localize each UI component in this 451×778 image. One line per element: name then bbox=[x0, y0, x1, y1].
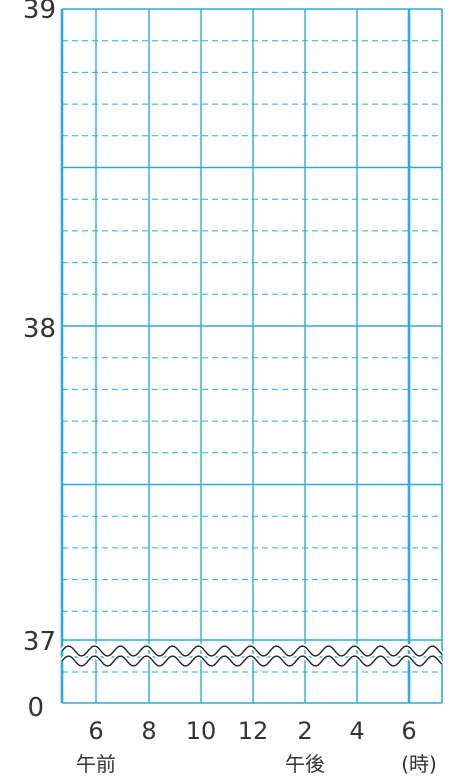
x-tick-8am: 8 bbox=[141, 717, 156, 745]
break-wave-lower-mask bbox=[60, 653, 444, 669]
x-tick-6am: 6 bbox=[88, 717, 103, 745]
axis-labels: 0 37 38 39 6 8 10 12 2 4 6 午前 午後 (時) bbox=[23, 0, 437, 776]
x-tick-4pm: 4 bbox=[349, 717, 364, 745]
axis-break bbox=[60, 643, 444, 669]
label-hour-unit: (時) bbox=[401, 752, 437, 776]
label-am: 午前 bbox=[76, 752, 116, 776]
x-tick-6pm: 6 bbox=[401, 717, 416, 745]
y-tick-37: 37 bbox=[23, 627, 56, 657]
break-wave-lower bbox=[61, 655, 443, 667]
x-tick-12pm: 12 bbox=[238, 717, 269, 745]
x-tick-10am: 10 bbox=[186, 717, 217, 745]
y-tick-39: 39 bbox=[23, 0, 56, 25]
y-tick-38: 38 bbox=[23, 314, 56, 344]
x-tick-2pm: 2 bbox=[297, 717, 312, 745]
label-pm: 午後 bbox=[285, 752, 325, 776]
break-wave-upper bbox=[61, 645, 443, 657]
y-tick-0: 0 bbox=[27, 693, 44, 723]
grid bbox=[60, 8, 443, 704]
